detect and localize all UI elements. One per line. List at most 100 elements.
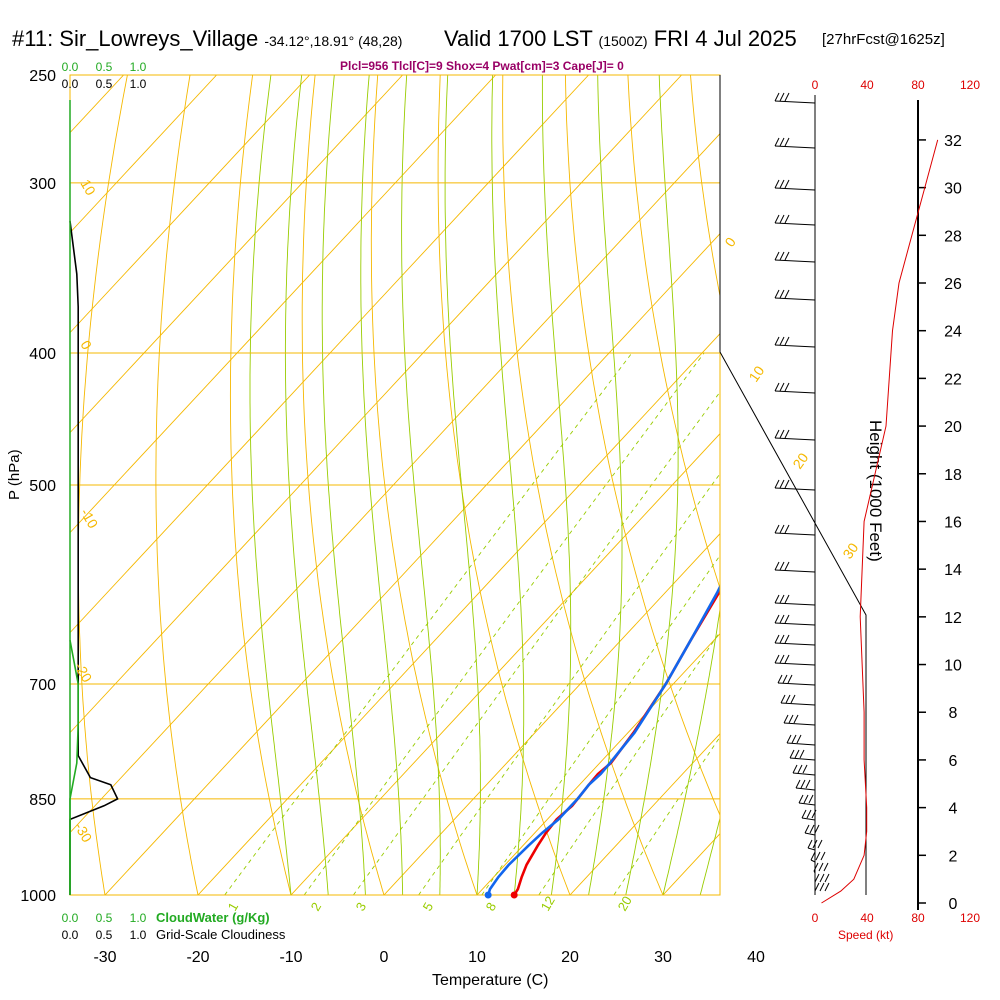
wind-barb-flag (814, 824, 820, 834)
wind-barb-flag (801, 809, 807, 819)
height-tick-label: 8 (949, 705, 958, 722)
isotherm (70, 75, 217, 234)
wind-barb (780, 702, 816, 706)
wind-barb-flag (774, 654, 780, 664)
mixing-ratio-label: 20 (615, 893, 635, 913)
wind-barb-flag (785, 694, 791, 704)
parcel-params: Plcl=956 Tlcl[C]=9 Shox=4 Pwat[cm]=3 Cap… (340, 59, 624, 73)
wind-barb (774, 569, 816, 573)
wind-barb (774, 297, 816, 301)
wind-barb (786, 742, 816, 746)
wind-barb-flag (784, 336, 790, 346)
wind-barb-flag (794, 749, 800, 759)
wind-barb-flag (804, 824, 810, 834)
wind-barb-flag (799, 749, 805, 759)
cloudiness-top-tick: 1.0 (130, 77, 147, 91)
temperature-surface-point (510, 891, 518, 899)
wind-barb-flag (779, 634, 785, 644)
cloudwater-top-tick: 0.0 (62, 60, 79, 74)
isotherm (756, 75, 1000, 895)
wind-barb-flag (784, 594, 790, 604)
wind-barb-flag (784, 92, 790, 102)
isotherm (0, 75, 31, 895)
wind-barb-flag (789, 749, 795, 759)
dry-adiabat-label: -10 (77, 506, 101, 532)
forecast-label: [27hrFcst@1625z] (822, 31, 945, 48)
wind-barb-flag (784, 561, 790, 571)
wind-barb-flag (817, 839, 823, 849)
wind-barb (774, 602, 816, 606)
cloudwater-top-tick: 0.5 (96, 60, 113, 74)
wind-barb-flag (824, 873, 830, 883)
wind-barb-flag (796, 734, 802, 744)
dry-adiabat (874, 51, 1000, 895)
temperature-tick-label: -30 (93, 949, 116, 966)
moist-adiabat (249, 75, 292, 895)
speed-bottom-tick: 0 (812, 911, 819, 925)
station-coords: -34.12°,18.91° (48,28) (264, 33, 403, 49)
dry-adiabat (627, 75, 720, 590)
wind-barb-flag (779, 179, 785, 189)
height-tick-label: 24 (944, 324, 962, 341)
wind-barb-flag (784, 382, 790, 392)
wind-barb (774, 259, 816, 263)
wind-barb-flag (774, 634, 780, 644)
speed-label: Speed (kt) (838, 928, 894, 942)
height-tick-label: 32 (944, 133, 962, 150)
wind-barb-flag (779, 479, 785, 489)
wind-barb-flag (810, 851, 816, 861)
wind-barb (792, 772, 816, 776)
moist-adiabat (625, 75, 679, 895)
mixing-ratio-line (613, 736, 720, 895)
mixing-ratio-label: 3 (353, 900, 370, 914)
moist-adiabat (588, 75, 623, 895)
height-tick-label: 0 (949, 896, 958, 913)
temperature-axis-label: Temperature (C) (432, 972, 549, 989)
station-name: #11: Sir_Lowreys_Village (12, 26, 259, 51)
wind-barb-flag (779, 289, 785, 299)
pressure-tick-label: 500 (29, 478, 56, 495)
height-tick-label: 20 (944, 419, 962, 436)
cloudwater-label: CloudWater (g/Kg) (156, 910, 270, 925)
wind-barb-flag (774, 429, 780, 439)
wind-barb-flag (782, 674, 788, 684)
isotherm (849, 75, 1000, 895)
wind-barb-flag (779, 654, 785, 664)
wind-barb-flag (779, 336, 785, 346)
wind-barb (774, 532, 816, 536)
wind-barb-flag (780, 694, 786, 704)
height-tick-label: 16 (944, 514, 962, 531)
wind-barb-flag (790, 694, 796, 704)
dry-adiabat (155, 75, 199, 895)
speed-top-tick: 80 (911, 78, 925, 92)
dry-adiabat (502, 75, 664, 895)
wind-barb-flag (779, 251, 785, 261)
wind-barb-flag (774, 92, 780, 102)
wind-barb-flag (787, 674, 793, 684)
wind-barb-flag (823, 862, 829, 872)
cloudwater-top-tick: 1.0 (130, 60, 147, 74)
mixing-ratio-line (353, 391, 720, 895)
plot-area (0, 51, 1000, 895)
wind-barb-flag (788, 714, 794, 724)
cloudwater-bottom-tick: 0.5 (96, 911, 113, 925)
cloudwater-bottom-tick: 1.0 (130, 911, 147, 925)
wind-barb-flag (779, 594, 785, 604)
cloudiness-bottom-tick: 0.0 (62, 928, 79, 942)
mixing-ratio-line (303, 352, 705, 895)
height-tick-label: 28 (944, 228, 962, 245)
dewpoint-line (486, 584, 720, 895)
moist-adiabat (401, 75, 441, 895)
height-tick-label: 14 (944, 562, 962, 579)
pressure-tick-label: 400 (29, 346, 56, 363)
temperature-tick-label: -10 (279, 949, 302, 966)
wind-barb-flag (784, 137, 790, 147)
wind-barb-flag (779, 614, 785, 624)
wind-barb-flag (805, 779, 811, 789)
wind-barb-flag (779, 92, 785, 102)
wind-barb (774, 344, 816, 348)
temperature-tick-label: 0 (380, 949, 389, 966)
wind-barb-flag (806, 809, 812, 819)
dry-adiabat (77, 75, 128, 895)
